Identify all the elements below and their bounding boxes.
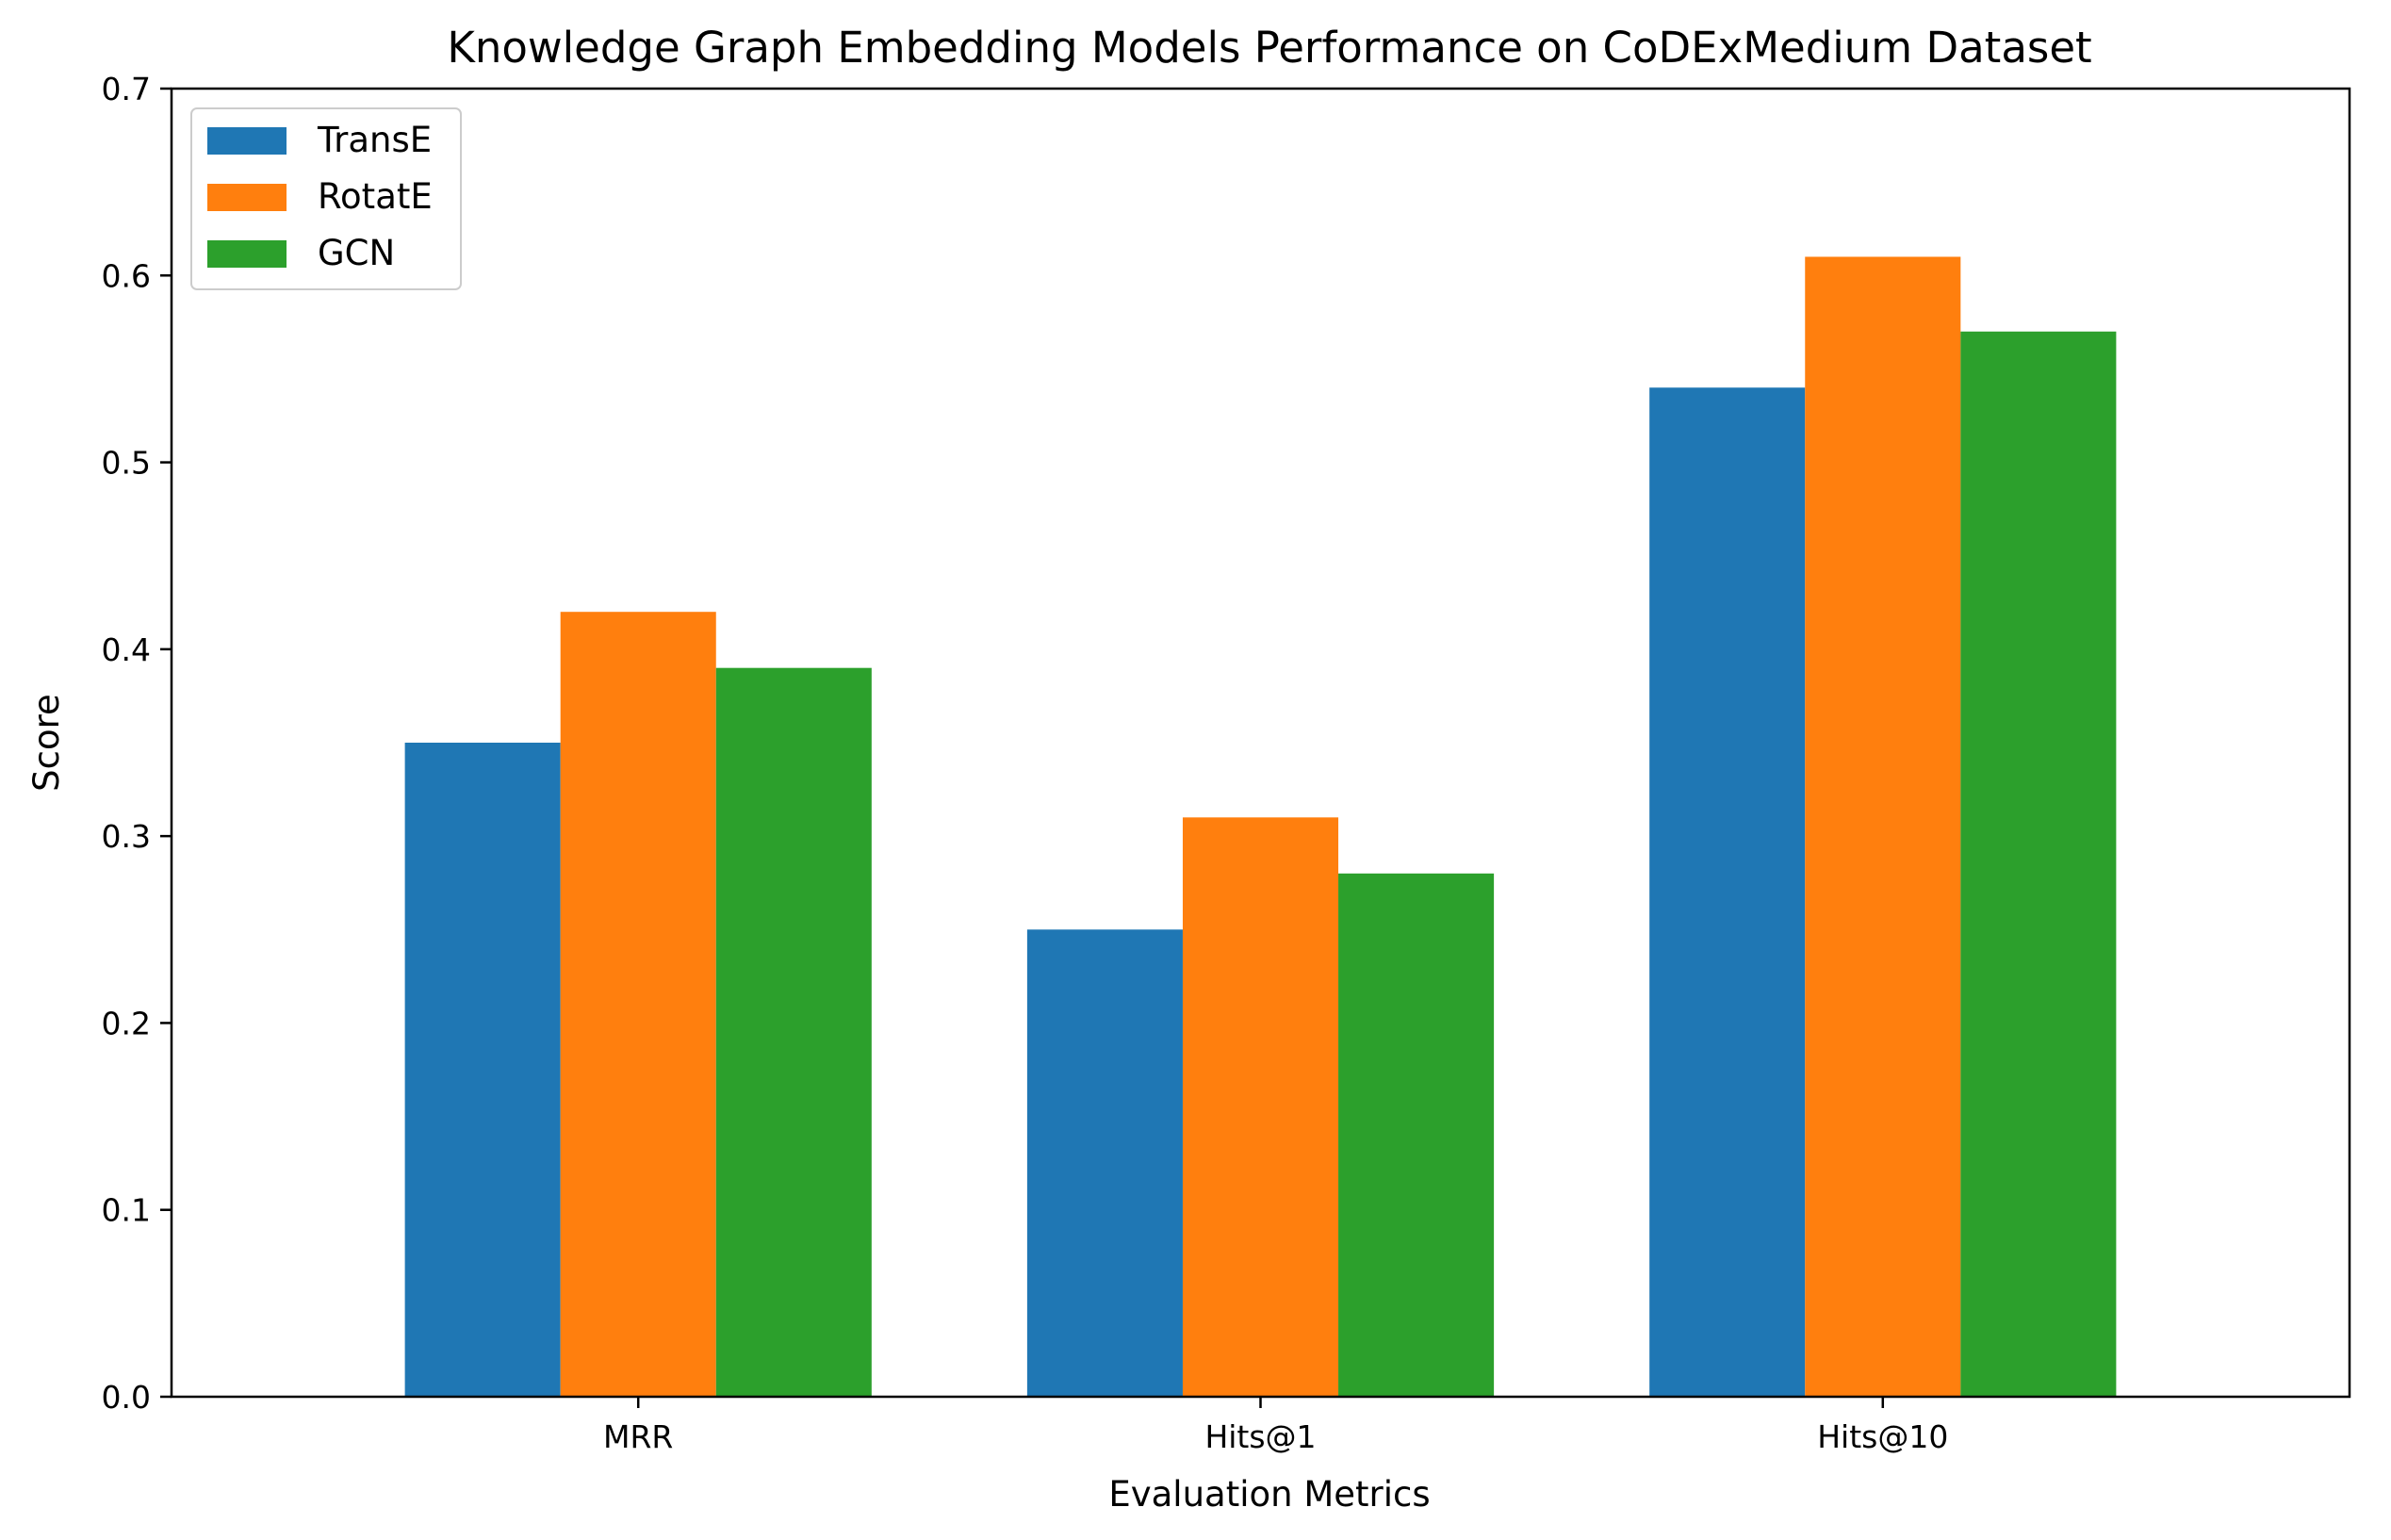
y-tick-label: 0.4 [102, 631, 151, 668]
y-tick-label: 0.2 [102, 1005, 151, 1041]
legend-swatch-transe [207, 127, 287, 155]
x-tick-label: Hits@10 [1817, 1418, 1948, 1455]
y-tick-label: 0.3 [102, 818, 151, 855]
legend-swatch-rotate [207, 184, 287, 211]
bar-transe-hits10 [1649, 387, 1806, 1398]
legend-label-transe: TransE [317, 120, 432, 160]
chart-title: Knowledge Graph Embedding Models Perform… [447, 23, 2091, 73]
bar-gcn-hits1 [1338, 873, 1495, 1397]
bar-rotate-mrr [560, 612, 716, 1397]
legend-label-gcn: GCN [318, 233, 395, 273]
legend: TransE RotatE GCN [190, 107, 462, 290]
legend-swatch-gcn [207, 240, 287, 268]
bar-gcn-hits10 [1960, 331, 2117, 1397]
y-tick-label: 0.1 [102, 1192, 151, 1229]
legend-label-rotate: RotatE [318, 176, 433, 217]
x-axis-label: Evaluation Metrics [1108, 1474, 1430, 1515]
bar-gcn-mrr [715, 667, 872, 1397]
bar-rotate-hits1 [1182, 817, 1339, 1397]
y-tick-label: 0.5 [102, 445, 151, 482]
bar-rotate-hits10 [1805, 256, 1961, 1397]
x-tick-label: MRR [603, 1418, 673, 1455]
y-tick-label: 0.6 [102, 257, 151, 294]
bar-transe-mrr [404, 743, 561, 1397]
x-tick-label: Hits@1 [1204, 1418, 1316, 1455]
x-axis-ticks: MRR Hits@1 Hits@10 [603, 1397, 1948, 1455]
bars-layer [404, 256, 2117, 1398]
y-axis-label: Score [26, 694, 67, 792]
legend-items: TransE RotatE GCN [207, 120, 433, 273]
y-tick-label: 0.7 [102, 71, 151, 107]
plot-area: 0.0 0.1 0.2 0.3 0.4 0.5 0.6 0.7 MRR Hits@1 Hits@1… [102, 71, 2351, 1455]
y-tick-label: 0.0 [102, 1379, 151, 1416]
y-axis-ticks: 0.0 0.1 0.2 0.3 0.4 0.5 0.6 0.7 [102, 71, 172, 1416]
bar-transe-hits1 [1026, 929, 1183, 1397]
